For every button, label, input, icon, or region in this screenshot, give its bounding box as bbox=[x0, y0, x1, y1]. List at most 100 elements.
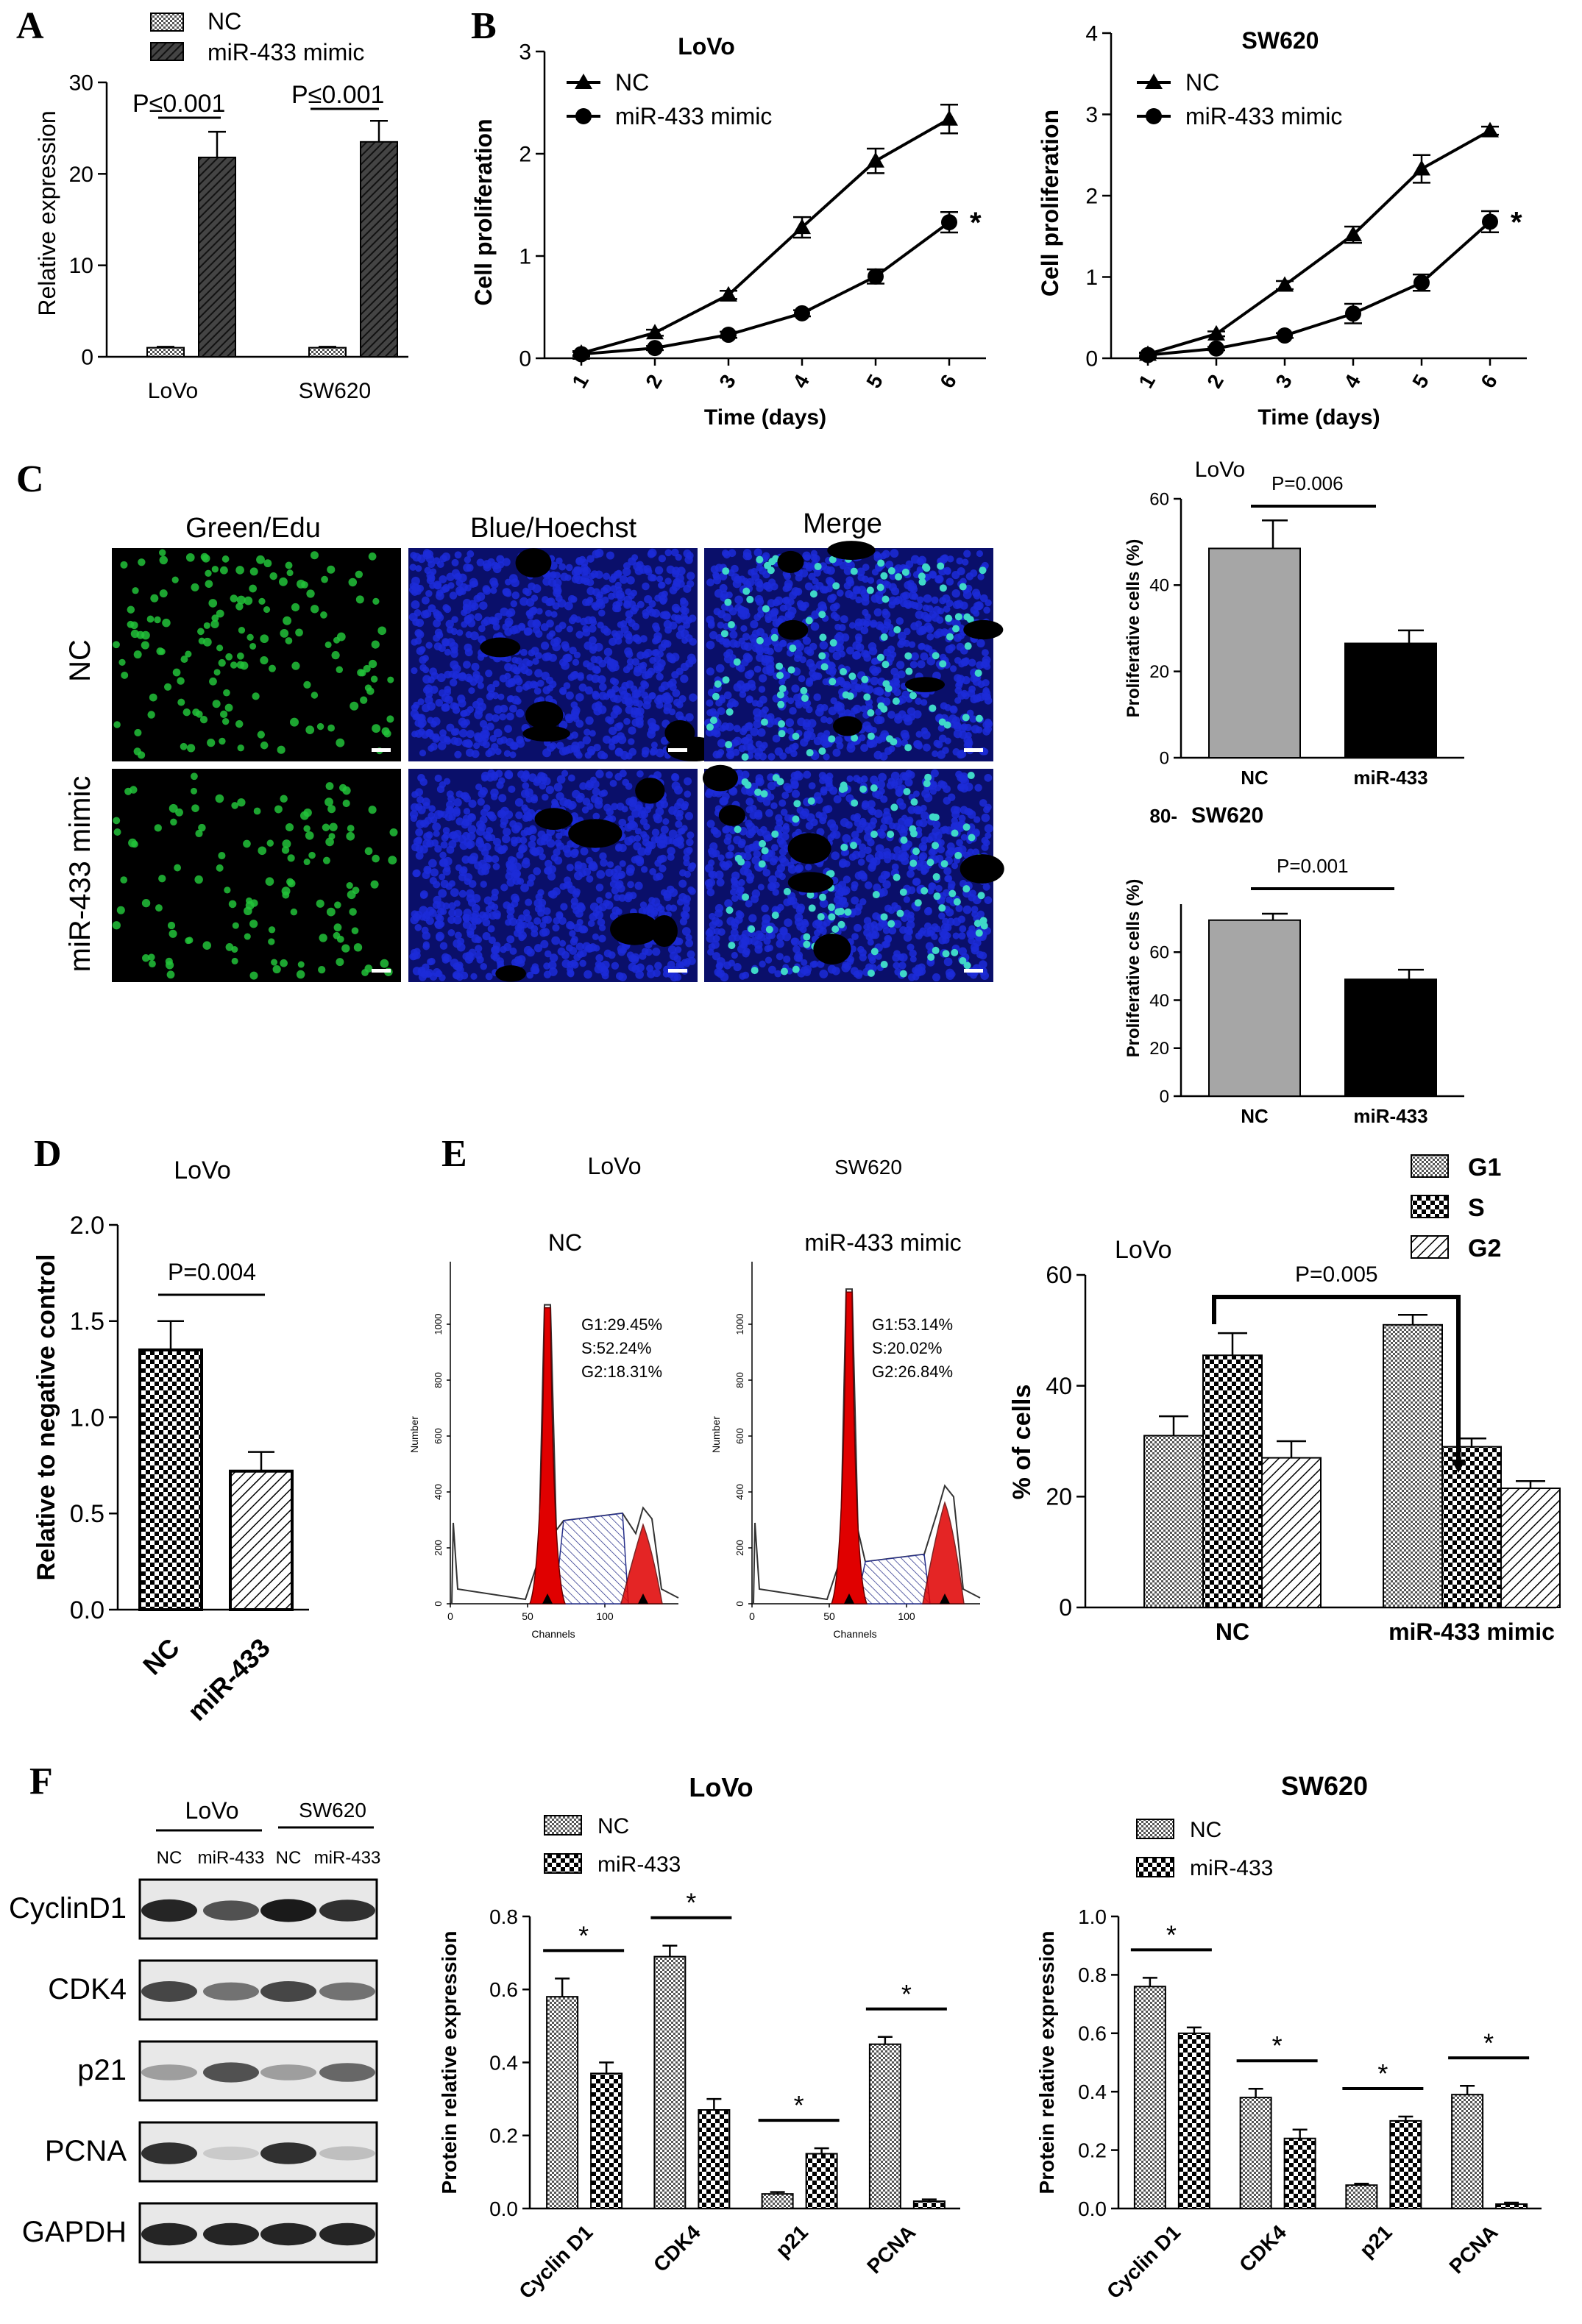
nucleus-dot bbox=[622, 778, 630, 786]
nucleus-dot bbox=[483, 563, 492, 572]
nucleus-dot bbox=[325, 837, 334, 847]
nucleus-dot bbox=[758, 674, 767, 683]
merged-dot bbox=[933, 892, 941, 900]
nucleus-dot bbox=[433, 830, 440, 837]
nucleus-dot bbox=[709, 870, 717, 879]
nucleus-dot bbox=[372, 597, 380, 605]
nucleus-dot bbox=[492, 953, 500, 962]
nucleus-dot bbox=[681, 927, 691, 936]
nucleus-dot bbox=[413, 869, 421, 878]
nucleus-dot bbox=[550, 611, 558, 618]
x-tick-label: 5 bbox=[862, 371, 887, 392]
hist-y-tick-label: 0 bbox=[433, 1601, 444, 1606]
nucleus-dot bbox=[745, 722, 753, 730]
merged-dot bbox=[714, 680, 722, 688]
merged-dot bbox=[918, 578, 926, 586]
nucleus-dot bbox=[606, 661, 615, 670]
nucleus-dot bbox=[567, 803, 575, 811]
nucleus-dot bbox=[958, 814, 966, 822]
void-region bbox=[664, 719, 695, 746]
merged-dot bbox=[861, 675, 869, 683]
nucleus-dot bbox=[789, 706, 797, 715]
nucleus-dot bbox=[956, 750, 965, 759]
nucleus-dot bbox=[578, 870, 586, 878]
nucleus-dot bbox=[421, 596, 430, 605]
nucleus-dot bbox=[982, 679, 990, 687]
nucleus-dot bbox=[415, 788, 424, 797]
panel-c-0-y-tick-label: 40 bbox=[1149, 576, 1169, 596]
nucleus-dot bbox=[448, 902, 456, 910]
nucleus-dot bbox=[782, 822, 790, 830]
nucleus-dot bbox=[867, 839, 875, 847]
nucleus-dot bbox=[556, 775, 566, 784]
merged-dot bbox=[979, 566, 987, 575]
nucleus-dot bbox=[548, 630, 556, 637]
scale-bar bbox=[372, 969, 391, 973]
nucleus-dot bbox=[663, 707, 670, 714]
nucleus-dot bbox=[525, 795, 533, 803]
nucleus-dot bbox=[912, 790, 920, 797]
nucleus-dot bbox=[444, 648, 452, 656]
panel-letter-e: E bbox=[441, 1133, 467, 1175]
nucleus-dot bbox=[609, 743, 616, 750]
nucleus-dot bbox=[483, 896, 492, 905]
nucleus-dot bbox=[466, 564, 474, 572]
nucleus-dot bbox=[180, 655, 188, 664]
nucleus-dot bbox=[567, 594, 576, 603]
merged-dot bbox=[870, 831, 878, 839]
nucleus-dot bbox=[721, 722, 730, 731]
nucleus-dot bbox=[244, 596, 253, 605]
merged-dot bbox=[728, 621, 736, 629]
blot-band bbox=[260, 2222, 316, 2246]
legend-label-G2: G2 bbox=[1468, 1234, 1501, 1262]
merged-dot bbox=[932, 813, 940, 821]
legend-label: NC bbox=[615, 69, 649, 96]
nucleus-dot bbox=[615, 569, 622, 577]
merged-dot bbox=[870, 784, 878, 792]
nucleus-dot bbox=[783, 596, 791, 604]
nucleus-dot bbox=[461, 739, 469, 747]
panel-d: 0.00.51.01.52.0NCmiR-433LoVoP=0.004Relat… bbox=[32, 1156, 309, 1727]
marker-circle bbox=[941, 214, 957, 231]
nucleus-dot bbox=[291, 603, 300, 612]
nucleus-dot bbox=[436, 673, 446, 683]
nucleus-dot bbox=[931, 769, 939, 778]
marker-circle bbox=[1413, 274, 1430, 291]
nucleus-dot bbox=[878, 772, 887, 782]
nucleus-dot bbox=[639, 565, 648, 574]
nucleus-dot bbox=[561, 641, 570, 650]
panel-letter-c: C bbox=[16, 458, 44, 500]
nucleus-dot bbox=[622, 567, 631, 577]
nucleus-dot bbox=[962, 590, 972, 600]
nucleus-dot bbox=[413, 837, 422, 846]
void-region bbox=[650, 915, 678, 948]
nucleus-dot bbox=[169, 803, 178, 813]
nucleus-dot bbox=[827, 834, 834, 842]
nucleus-dot bbox=[439, 851, 447, 859]
nucleus-dot bbox=[904, 770, 913, 778]
nucleus-dot bbox=[955, 904, 963, 912]
nucleus-dot bbox=[303, 808, 312, 817]
merged-dot bbox=[783, 887, 791, 895]
nucleus-dot bbox=[408, 586, 417, 594]
nucleus-dot bbox=[427, 702, 436, 711]
nucleus-dot bbox=[750, 620, 759, 629]
nucleus-dot bbox=[802, 551, 812, 561]
nucleus-dot bbox=[979, 799, 987, 807]
nucleus-dot bbox=[667, 853, 675, 861]
nucleus-dot bbox=[235, 719, 244, 728]
nucleus-dot bbox=[588, 625, 597, 633]
nucleus-dot bbox=[706, 888, 715, 897]
x-tick-label: 5 bbox=[1408, 371, 1433, 392]
nucleus-dot bbox=[224, 886, 231, 894]
nucleus-dot bbox=[324, 797, 333, 807]
nucleus-dot bbox=[772, 734, 781, 743]
nucleus-dot bbox=[582, 566, 591, 575]
nucleus-dot bbox=[908, 641, 916, 648]
nucleus-dot bbox=[783, 955, 791, 964]
panel-b-1-y-tick-label: 1 bbox=[1085, 266, 1098, 290]
panel-c-1-y-tick-label: 20 bbox=[1149, 1039, 1169, 1059]
merged-dot bbox=[893, 873, 901, 881]
nucleus-dot bbox=[626, 576, 635, 585]
nucleus-dot bbox=[552, 924, 560, 932]
